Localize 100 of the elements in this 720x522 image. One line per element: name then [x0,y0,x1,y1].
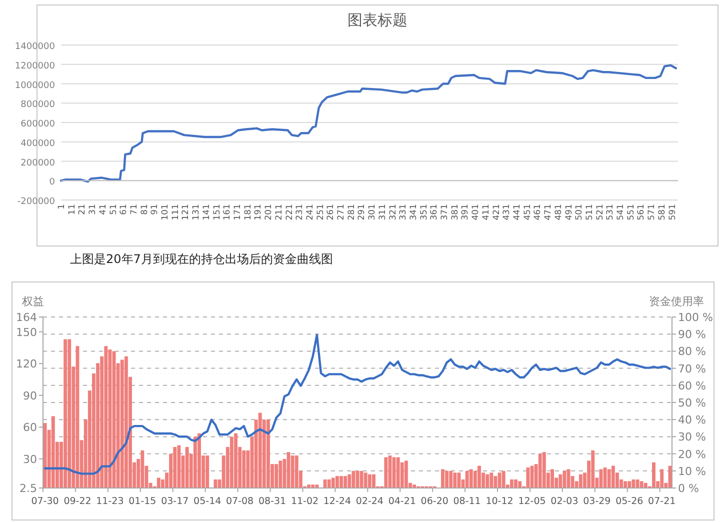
line-series [60,64,678,183]
x-tick-label: 441 [512,204,523,220]
bar [68,339,72,488]
y2-tick-label: 10 % [678,464,706,478]
bar [258,412,262,488]
y-tick-label: 60 [23,421,37,434]
y2-tick-label: 40 % [678,414,706,427]
line-series [44,334,672,475]
x-tick-label: 02-24 [356,496,384,507]
x-tick-label: 07-21 [648,496,676,507]
x-tick-label: 161 [222,204,233,220]
bar [124,356,128,488]
x-tick-label: 11-02 [290,496,319,507]
x-tick-label: 491 [564,204,574,220]
x-tick-label: 09-22 [64,496,92,507]
x-tick-label: 12-05 [518,496,546,507]
x-tick-label: 461 [533,204,544,220]
x-tick-label: 211 [274,204,284,220]
x-tick-label: 341 [408,204,419,220]
bar [206,456,210,488]
bar [173,446,177,488]
x-tick-label: 471 [544,204,554,220]
x-tick-label: 521 [595,204,606,220]
x-tick-label: 311 [378,204,388,220]
x-tick-label: 141 [202,204,212,220]
bar [510,479,514,488]
bar [230,436,234,488]
bar [214,479,218,488]
bar [591,450,595,488]
bar [104,346,108,488]
bar [494,476,498,488]
x-tick-label: 151 [212,204,222,220]
x-tick-label: 361 [430,204,440,220]
bar [558,474,562,488]
x-tick-label: 191 [254,204,264,220]
x-tick-label: 241 [305,204,316,220]
bar [290,456,294,488]
y-tick-label: 164 [16,311,37,324]
bar [344,476,348,488]
bar [440,469,444,488]
bar [266,420,270,488]
bar [51,416,55,488]
x-tick-label: 08-11 [453,496,481,507]
y-tick-label: 1000000 [14,80,56,91]
y-tick-label: 200000 [20,158,56,168]
y-tick-label: 30 [23,452,37,466]
bar [632,479,636,488]
x-tick-label: 06-20 [420,496,448,507]
bar [120,360,124,488]
bar [278,460,282,488]
y-tick-label: 0 [49,178,56,188]
x-tick-label: 05-26 [616,496,644,507]
bar [360,470,364,488]
bar [640,481,644,488]
y2-tick-label: 60 % [678,379,706,392]
bar [388,456,392,488]
x-tick-label: 421 [492,204,502,220]
bar [652,462,656,488]
x-tick-label: 541 [616,204,626,220]
bar [372,474,376,488]
x-tick-label: 411 [481,204,492,220]
y2-tick-label: 80 % [678,345,706,358]
bar [526,467,530,488]
bar [498,472,502,488]
x-tick-label: 12-24 [323,496,352,507]
y2-axis-title: 资金使用率 [649,295,704,308]
x-tick-label: 101 [160,204,171,220]
bar [445,470,448,488]
x-tick-label: 07-08 [226,496,254,507]
bar [550,469,554,488]
x-tick-label: 511 [584,204,595,220]
x-tick-label: 381 [450,204,460,220]
x-tick-label: 201 [264,204,274,220]
bar [274,464,278,488]
text: 上图是20年7月到现在的持仓出场后的资金曲线图 [70,252,333,266]
bar [156,478,160,488]
bar [538,454,542,488]
x-tick-label: 41 [98,204,108,215]
bar [64,339,68,488]
bar [384,457,388,488]
x-tick-label: 261 [326,204,336,220]
x-tick-label: 181 [243,204,254,220]
bar [624,481,628,488]
x-tick-label: 111 [170,204,181,220]
chart-title: 图表标题 [348,11,408,29]
y2-tick-label: 90 % [678,328,706,342]
bar [469,469,473,488]
bar [198,433,201,488]
x-tick-label: 451 [522,204,533,220]
x-tick-label: 21 [78,204,88,215]
bar [242,450,246,488]
bar [449,470,453,488]
x-tick-label: 331 [398,204,409,220]
x-tick-label: 71 [129,204,140,215]
x-tick-label: 401 [471,204,482,220]
x-tick-label: 81 [140,204,150,215]
x-tick-label: 03-17 [161,496,189,507]
bar [660,469,664,488]
y2-tick-label: 30 % [678,430,706,444]
x-tick-label: 501 [574,204,585,220]
